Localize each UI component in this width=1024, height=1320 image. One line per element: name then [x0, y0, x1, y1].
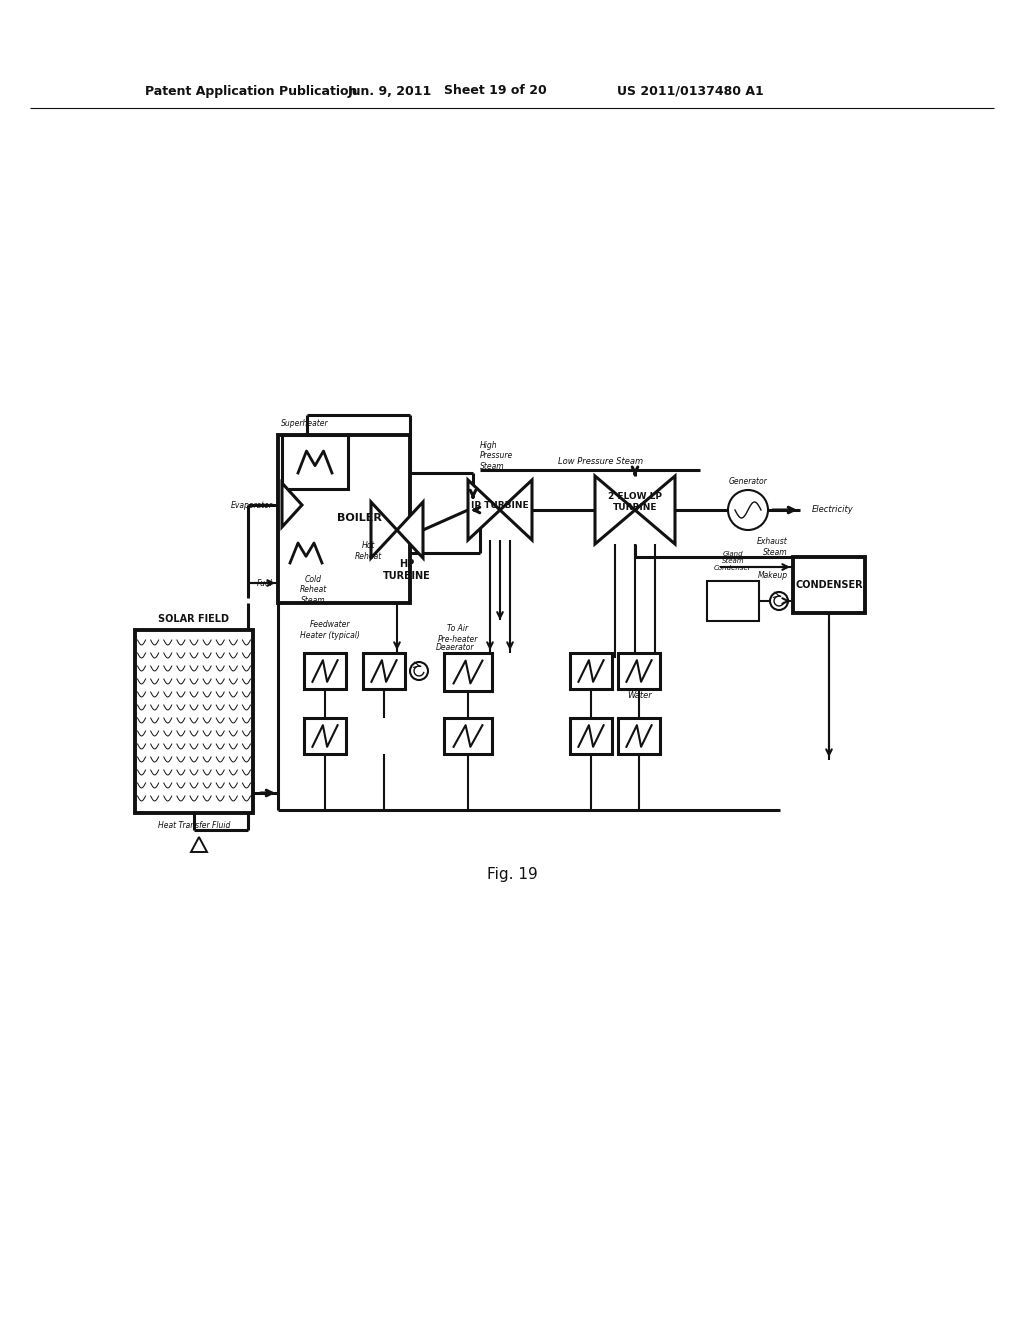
Text: 2 FLOW LP
TURBINE: 2 FLOW LP TURBINE — [608, 492, 662, 512]
Text: IP TURBINE: IP TURBINE — [471, 502, 528, 511]
Text: Low Pressure Steam: Low Pressure Steam — [558, 458, 643, 466]
Text: Makeup: Makeup — [758, 570, 788, 579]
Text: Jun. 9, 2011: Jun. 9, 2011 — [348, 84, 432, 98]
Circle shape — [770, 591, 788, 610]
Polygon shape — [595, 477, 635, 544]
Text: Exhaust
Steam: Exhaust Steam — [758, 537, 788, 557]
Bar — [135, 630, 253, 813]
Polygon shape — [191, 837, 207, 851]
Text: BOILER: BOILER — [337, 513, 382, 523]
Text: CONDENSER: CONDENSER — [796, 579, 863, 590]
Text: Electricity: Electricity — [812, 506, 854, 515]
Text: Fuel: Fuel — [257, 578, 273, 587]
Text: High
Pressure
Steam: High Pressure Steam — [480, 441, 513, 471]
Text: Generator: Generator — [729, 478, 767, 487]
Bar — [618, 718, 660, 754]
Text: Patent Application Publication: Patent Application Publication — [145, 84, 357, 98]
Text: SOLAR FIELD: SOLAR FIELD — [159, 614, 229, 624]
Bar — [570, 653, 612, 689]
Text: Heat Transfer Fluid: Heat Transfer Fluid — [158, 821, 230, 829]
Bar — [304, 653, 346, 689]
Text: Gland
Steam
Condenser: Gland Steam Condenser — [714, 550, 752, 572]
Bar — [444, 718, 492, 754]
Text: Feedwater
Heater (typical): Feedwater Heater (typical) — [300, 620, 360, 640]
Polygon shape — [635, 477, 675, 544]
Bar — [793, 557, 865, 612]
Text: Water: Water — [628, 690, 652, 700]
Polygon shape — [397, 502, 423, 558]
Bar — [707, 581, 759, 620]
Text: Superheater: Superheater — [282, 420, 329, 429]
Text: Deaerator: Deaerator — [436, 643, 474, 652]
Bar — [362, 653, 406, 689]
Bar — [570, 718, 612, 754]
Polygon shape — [371, 502, 397, 558]
Bar — [282, 436, 348, 488]
Circle shape — [728, 490, 768, 531]
Bar — [278, 436, 410, 603]
Text: Hot
Reheat: Hot Reheat — [354, 541, 382, 561]
Polygon shape — [468, 480, 500, 540]
Circle shape — [410, 663, 428, 680]
Text: HP
TURBINE: HP TURBINE — [383, 560, 431, 581]
Text: Cold
Reheat
Steam: Cold Reheat Steam — [299, 576, 327, 605]
Bar — [304, 718, 346, 754]
Text: To Air
Pre-heater: To Air Pre-heater — [438, 624, 478, 644]
Text: Sheet 19 of 20: Sheet 19 of 20 — [443, 84, 547, 98]
Text: Fig. 19: Fig. 19 — [486, 867, 538, 883]
Text: Evaporator: Evaporator — [231, 500, 273, 510]
Bar — [618, 653, 660, 689]
Polygon shape — [282, 483, 302, 527]
Bar — [444, 653, 492, 690]
Text: US 2011/0137480 A1: US 2011/0137480 A1 — [616, 84, 763, 98]
Polygon shape — [500, 480, 532, 540]
